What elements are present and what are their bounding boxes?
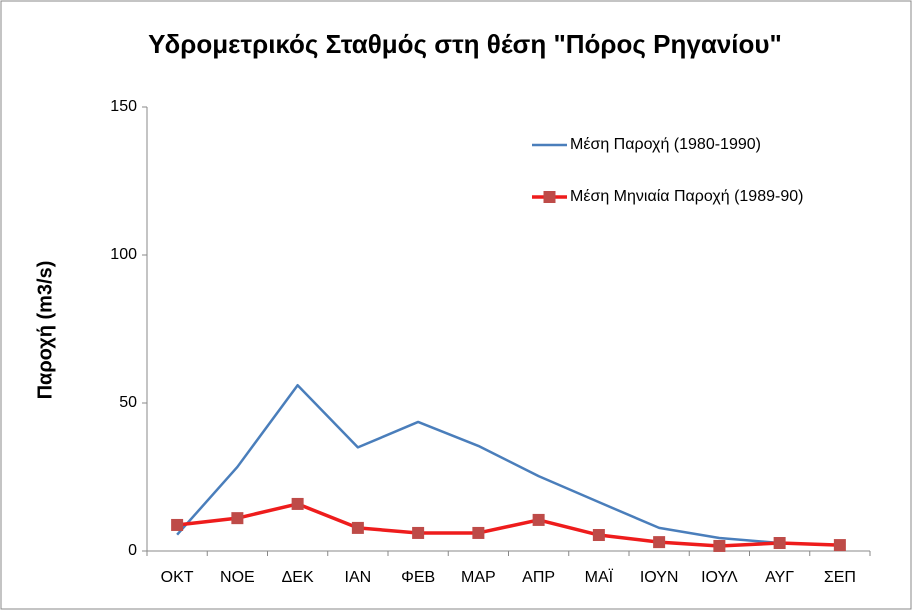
point-marker [713,539,726,552]
point-marker [291,497,304,510]
point-marker [773,537,786,550]
x-tick-label: ΜΑΪ [585,568,614,586]
y-tick-label: 0 [128,542,137,559]
x-tick-label: ΔΕΚ [282,569,314,586]
y-tick-label: 150 [110,98,137,115]
point-marker [472,526,485,539]
legend-label: Μέση Παροχή (1980-1990) [570,136,761,153]
x-tick-label: ΝΟΕ [220,569,255,586]
x-tick-label: ΑΥΓ [765,569,794,586]
y-tick-label: 50 [119,394,137,411]
x-tick-label: ΣΕΠ [824,569,856,586]
x-tick-label: ΙΟΥΛ [701,569,738,586]
legend-marker [543,191,556,203]
x-tick-label: ΜΑΡ [461,569,496,586]
x-tick-label: ΦΕΒ [401,569,435,586]
point-marker [532,513,545,526]
x-tick-label: ΟΚΤ [161,569,194,586]
point-marker [171,518,184,531]
point-marker [653,536,666,549]
y-tick-label: 100 [110,246,137,263]
y-axis-label: Παροχή (m3/s) [34,261,56,400]
x-tick-label: ΙΟΥΝ [640,569,679,586]
chart-title: Υδρομετρικός Σταθμός στη θέση "Πόρος Ρηγ… [148,29,782,59]
x-tick-label: ΑΠΡ [522,569,555,586]
point-marker [412,526,425,539]
point-marker [833,539,846,552]
point-marker [231,512,244,525]
x-tick-label: ΙΑΝ [345,569,372,586]
series-line [176,502,840,548]
point-marker [592,529,605,542]
legend-label: Μέση Μηνιαία Παροχή (1989-90) [570,188,803,205]
series-line [176,383,840,547]
point-marker [351,521,364,534]
